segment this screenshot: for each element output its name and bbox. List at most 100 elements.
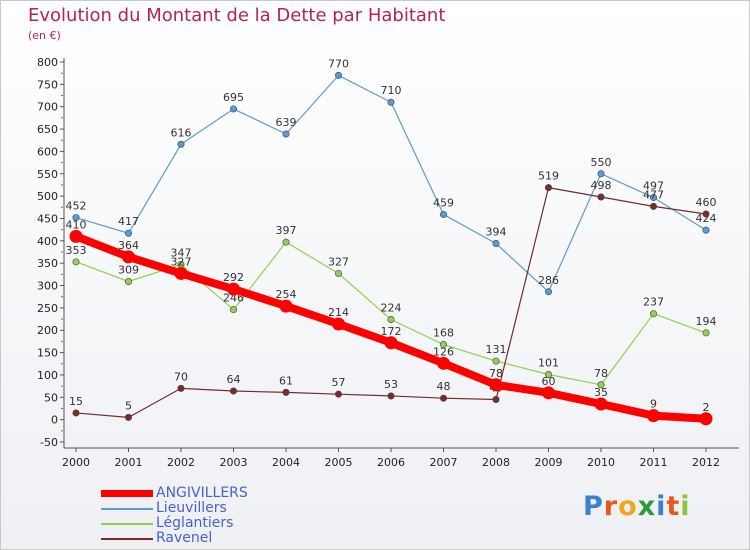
data-point	[439, 394, 447, 402]
data-label: 417	[118, 215, 139, 228]
x-tick-label: 2008	[482, 456, 510, 469]
data-label: 101	[538, 356, 559, 369]
data-point	[332, 317, 345, 331]
data-point	[230, 306, 238, 314]
x-tick-label: 2004	[272, 456, 300, 469]
data-point	[702, 329, 710, 337]
data-label: 550	[591, 156, 612, 169]
data-label: 327	[328, 255, 349, 268]
y-tick-label: 550	[37, 168, 58, 181]
data-label: 347	[171, 247, 192, 260]
data-point	[492, 396, 500, 404]
series-angivillers: 410 364 327 292 254 214 172 126 78 60 35 9 2	[66, 218, 713, 426]
data-point	[72, 409, 80, 417]
data-label: 710	[381, 84, 402, 97]
series-lieuvillers: 452 417 616 695 639 770 710 459 394 286 550 497 424	[66, 57, 717, 296]
data-point	[125, 229, 133, 237]
data-point	[72, 214, 80, 222]
x-tick-label: 2000	[62, 456, 90, 469]
data-point	[492, 357, 500, 365]
data-label: 78	[489, 367, 503, 380]
data-label: 695	[223, 91, 244, 104]
data-label: 477	[643, 188, 664, 201]
data-label: 5	[125, 399, 132, 412]
data-point	[649, 310, 657, 318]
y-tick-label: 0	[51, 414, 58, 427]
y-tick-label: 350	[37, 257, 58, 270]
data-label: 53	[384, 378, 398, 391]
data-point	[125, 278, 133, 286]
data-label: 327	[171, 255, 192, 268]
chart-legend: ANGIVILLERS Lieuvillers Léglantiers Ravenel	[101, 486, 248, 546]
legend-label: Léglantiers	[156, 515, 234, 531]
data-label: 61	[279, 374, 293, 387]
data-point	[489, 378, 503, 392]
x-tick-label: 2010	[587, 456, 615, 469]
x-tick-label: 2005	[325, 456, 353, 469]
legend-label: Ravenel	[156, 530, 213, 546]
data-label: 452	[66, 200, 87, 213]
data-point	[702, 226, 710, 234]
legend-swatch	[101, 537, 153, 540]
data-label: 126	[433, 345, 454, 358]
data-point	[282, 238, 290, 246]
legend-label: Lieuvillers	[156, 500, 227, 516]
data-point	[387, 392, 395, 400]
chart-title: Evolution du Montant de la Dette par Hab…	[28, 5, 446, 26]
data-point	[125, 413, 133, 421]
data-point	[227, 282, 240, 296]
data-point	[230, 105, 238, 113]
data-label: 639	[276, 116, 297, 129]
logo-letter: x	[637, 491, 657, 522]
data-point	[384, 336, 398, 350]
x-tick-label: 2001	[115, 456, 143, 469]
y-tick-label: 400	[37, 235, 58, 248]
data-label: 394	[486, 226, 507, 239]
data-point	[122, 250, 135, 264]
legend-swatch	[101, 522, 153, 525]
data-label: 60	[542, 375, 556, 388]
data-point	[279, 299, 293, 313]
logo-letter: i	[680, 491, 691, 522]
legend-item: Léglantiers	[101, 516, 248, 531]
data-label: 224	[381, 302, 402, 315]
y-tick-label: -50	[40, 436, 58, 449]
data-label: 519	[538, 170, 559, 183]
x-tick-label: 2011	[640, 456, 668, 469]
x-tick-label: 2007	[430, 456, 458, 469]
series-ravenel: 15570646157534845519498477460	[69, 170, 717, 421]
data-point	[177, 384, 185, 392]
logo-letter: i	[656, 491, 667, 522]
data-point	[387, 316, 395, 324]
data-label: 292	[223, 271, 244, 284]
data-label: 78	[594, 367, 608, 380]
proxiti-logo: Proxiti	[583, 491, 691, 522]
x-tick-label: 2012	[692, 456, 720, 469]
data-label: 15	[69, 395, 83, 408]
data-label: 9	[650, 398, 657, 411]
data-label: 616	[171, 126, 192, 139]
data-label: 254	[276, 288, 297, 301]
x-tick-label: 2006	[377, 456, 405, 469]
x-tick-label: 2002	[167, 456, 195, 469]
legend-item: Lieuvillers	[101, 501, 248, 516]
data-label: 424	[696, 212, 717, 225]
data-label: 353	[66, 244, 87, 257]
data-label: 172	[381, 325, 402, 338]
data-point	[649, 193, 657, 201]
legend-label: ANGIVILLERS	[156, 485, 248, 501]
y-tick-label: 100	[37, 369, 58, 382]
data-point	[544, 288, 552, 296]
data-point	[69, 229, 83, 243]
data-point	[594, 397, 608, 411]
data-label: 309	[118, 264, 139, 277]
data-label: 497	[643, 179, 664, 192]
logo-letter: t	[666, 491, 681, 522]
data-point	[649, 202, 657, 210]
data-label: 194	[696, 315, 717, 328]
data-point	[334, 71, 342, 79]
y-tick-label: 300	[37, 280, 58, 293]
data-label: 64	[227, 373, 241, 386]
data-point	[492, 240, 500, 248]
